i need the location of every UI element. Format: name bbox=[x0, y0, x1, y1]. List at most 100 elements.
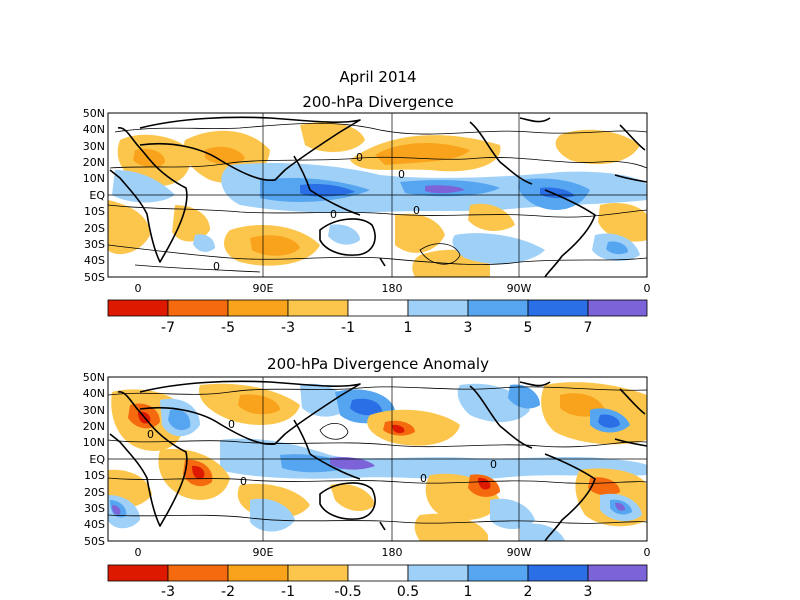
colorbar-label: -1 bbox=[281, 584, 295, 600]
contour-label: 0 bbox=[413, 204, 420, 217]
colorbar-label: -3 bbox=[281, 320, 295, 336]
anomaly-field bbox=[414, 513, 488, 541]
colorbar-swatch bbox=[167, 299, 229, 317]
contour-label: 0 bbox=[228, 418, 235, 431]
colorbar-swatch bbox=[227, 299, 289, 317]
lat-label: 10N bbox=[83, 436, 105, 449]
divergence-field bbox=[598, 203, 647, 242]
divergence-anomaly-panel: 200-hPa Divergence Anomaly bbox=[83, 355, 651, 600]
contour-labels: 0 0 0 0 0 bbox=[147, 418, 497, 488]
anomaly-colorbar: -3 -2 -1 -0.5 0.5 1 2 3 bbox=[107, 564, 648, 600]
colorbar-label: -5 bbox=[221, 320, 235, 336]
colorbar-swatch bbox=[527, 299, 589, 317]
lat-label: 30S bbox=[84, 502, 105, 515]
lat-label: 10N bbox=[83, 172, 105, 185]
colorbar-swatch bbox=[107, 564, 169, 582]
colorbar-swatch bbox=[587, 564, 648, 582]
contour-label: 0 bbox=[147, 428, 154, 441]
colorbar-swatch bbox=[287, 299, 349, 317]
divergence-anomaly-map bbox=[108, 377, 647, 541]
lon-label: 180 bbox=[382, 282, 403, 295]
lat-label: 20S bbox=[84, 486, 105, 499]
anomaly-field bbox=[330, 457, 375, 470]
coastlines bbox=[109, 380, 647, 541]
lat-label: 40N bbox=[83, 123, 105, 136]
lat-label: 10S bbox=[84, 205, 105, 218]
colorbar-swatch bbox=[407, 564, 469, 582]
colorbar-label: -1 bbox=[341, 320, 355, 336]
anomaly-field bbox=[112, 505, 121, 515]
anomaly-field bbox=[367, 409, 460, 446]
anomaly-field bbox=[588, 477, 620, 496]
figure-title: April 2014 bbox=[339, 68, 416, 86]
colorbar-swatch bbox=[527, 564, 589, 582]
colorbar-swatch bbox=[467, 299, 529, 317]
contour-label: 0 bbox=[420, 472, 427, 485]
lat-label: 30S bbox=[84, 238, 105, 251]
lon-label: 90W bbox=[507, 282, 532, 295]
colorbar-swatch bbox=[167, 564, 229, 582]
divergence-map bbox=[108, 113, 647, 277]
divergence-field bbox=[395, 213, 445, 253]
lat-label: 30N bbox=[83, 140, 105, 153]
panel-title: 200-hPa Divergence bbox=[302, 93, 453, 111]
colorbar-swatch bbox=[227, 564, 289, 582]
divergence-field bbox=[555, 129, 640, 165]
lat-label: 40S bbox=[84, 254, 105, 267]
anomaly-field bbox=[330, 483, 375, 512]
lat-label: 20S bbox=[84, 222, 105, 235]
divergence-field bbox=[205, 146, 245, 165]
divergence-field bbox=[250, 235, 300, 256]
colorbar-label: 1 bbox=[404, 320, 413, 336]
anomaly-field bbox=[598, 414, 620, 428]
colorbar-label: -7 bbox=[161, 320, 175, 336]
lon-label: 90W bbox=[507, 546, 532, 559]
divergence-field bbox=[328, 224, 360, 245]
divergence-field bbox=[193, 234, 215, 252]
divergence-colorbar: -7 -5 -3 -1 1 3 5 7 bbox=[107, 299, 648, 336]
divergence-panel: 200-hPa Divergence bbox=[83, 93, 651, 336]
contour-labels: 0 0 0 0 0 bbox=[213, 151, 420, 273]
lat-label: 10S bbox=[84, 469, 105, 482]
lon-label: 0 bbox=[644, 282, 651, 295]
anomaly-field bbox=[350, 398, 382, 416]
colorbar-label: 3 bbox=[584, 584, 593, 600]
lat-axis-labels: 50N 40N 30N 20N 10N EQ 10S 20S 30S 40S 5… bbox=[83, 371, 106, 548]
lat-label: 40N bbox=[83, 387, 105, 400]
anomaly-field bbox=[508, 384, 540, 409]
colorbar-swatch bbox=[107, 299, 169, 317]
divergence-field bbox=[112, 170, 175, 203]
contour-label: 0 bbox=[330, 208, 337, 221]
lon-label: 90E bbox=[253, 282, 274, 295]
graticule bbox=[108, 113, 647, 277]
colorbar-label: 0.5 bbox=[397, 584, 419, 600]
colorbar-label: -2 bbox=[221, 584, 235, 600]
lat-label: 50S bbox=[84, 535, 105, 548]
anomaly-field bbox=[478, 477, 491, 490]
anomaly-field bbox=[615, 502, 626, 511]
anomaly-field bbox=[520, 523, 565, 541]
colorbar-swatch bbox=[587, 299, 648, 317]
divergence-field bbox=[172, 205, 210, 242]
lon-axis-labels: 0 90E 180 90W 0 bbox=[135, 282, 651, 295]
colorbar-label: 1 bbox=[464, 584, 473, 600]
divergence-field bbox=[606, 241, 628, 255]
coastlines bbox=[109, 116, 647, 277]
colorbar-label: 3 bbox=[464, 320, 473, 336]
colorbar-swatch bbox=[287, 564, 349, 582]
zero-contours bbox=[108, 386, 647, 524]
lat-label: 50N bbox=[83, 107, 105, 120]
colorbar-swatch bbox=[347, 564, 409, 582]
anomaly-field bbox=[238, 394, 280, 415]
colorbar-label: 5 bbox=[524, 320, 533, 336]
divergence-field bbox=[468, 203, 515, 232]
lat-label: EQ bbox=[89, 453, 105, 466]
divergence-field bbox=[108, 200, 150, 255]
anomaly-field bbox=[250, 498, 295, 532]
contour-label: 0 bbox=[240, 475, 247, 488]
lon-axis-labels: 0 90E 180 90W 0 bbox=[135, 546, 651, 559]
contour-label: 0 bbox=[213, 260, 220, 273]
anomaly-field bbox=[192, 465, 205, 479]
divergence-field bbox=[452, 233, 545, 264]
